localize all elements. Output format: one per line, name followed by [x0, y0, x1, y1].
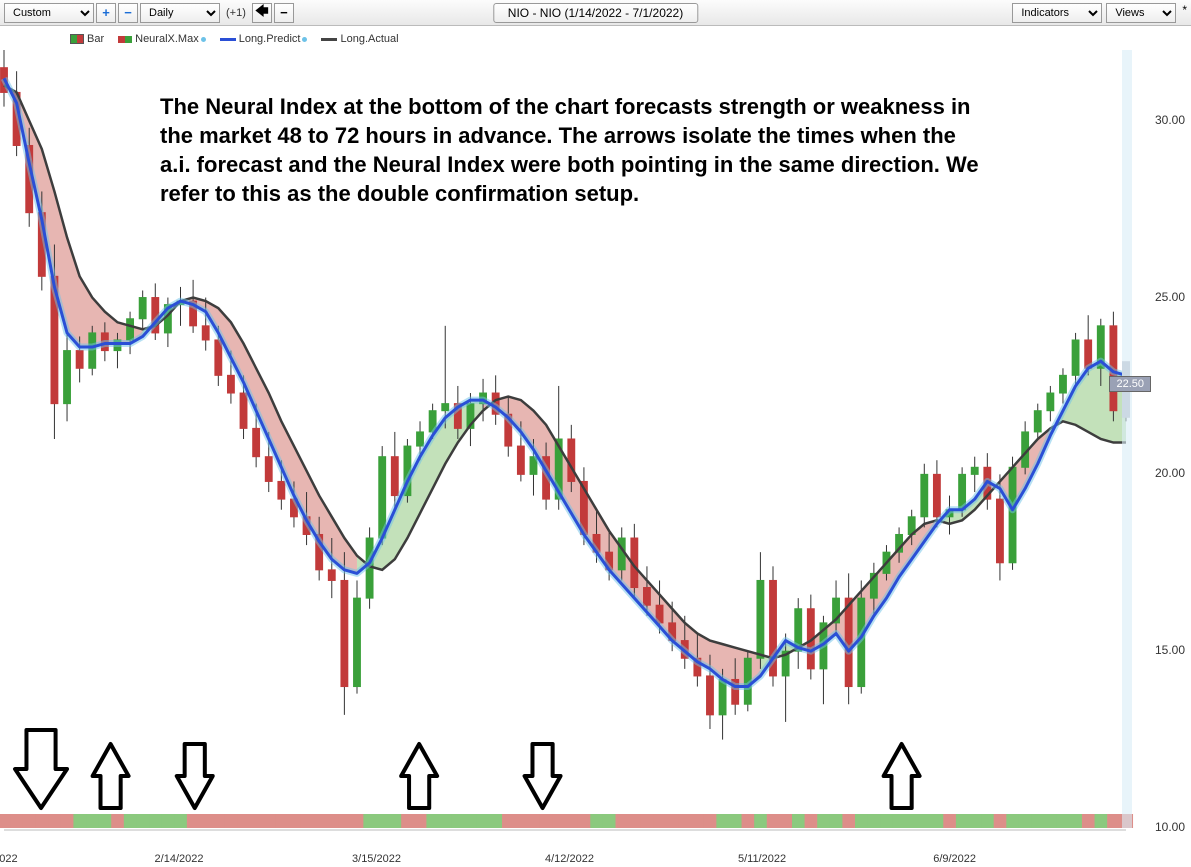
y-tick-label: 20.00	[1155, 466, 1185, 480]
chart-title-text: NIO - NIO (1/14/2022 - 7/1/2022)	[508, 6, 683, 20]
indicators-select[interactable]: Indicators	[1012, 3, 1102, 23]
views-select[interactable]: Views	[1106, 3, 1176, 23]
x-tick-label: 3/15/2022	[352, 853, 401, 865]
layout-select[interactable]: Custom	[4, 3, 94, 23]
annotation-text: The Neural Index at the bottom of the ch…	[160, 92, 980, 208]
remove-button[interactable]: −	[118, 3, 138, 23]
interval-offset: (+1)	[222, 7, 250, 19]
price-tag: 22.50	[1109, 376, 1151, 392]
y-tick-label: 30.00	[1155, 113, 1185, 127]
y-tick-label: 25.00	[1155, 290, 1185, 304]
toolbar: Custom + − Daily (+1) 🡄 − NIO - NIO (1/1…	[0, 0, 1191, 26]
add-button[interactable]: +	[96, 3, 116, 23]
x-tick-label: 6/9/2022	[933, 853, 976, 865]
chart-area: The Neural Index at the bottom of the ch…	[0, 30, 1191, 867]
step-fwd-button[interactable]: −	[274, 3, 294, 23]
x-tick-label: 5/11/2022	[738, 853, 786, 865]
chart-title: NIO - NIO (1/14/2022 - 7/1/2022)	[493, 3, 698, 23]
y-tick-label: 15.00	[1155, 643, 1185, 657]
x-tick-label: 4/12/2022	[545, 853, 594, 865]
star-icon[interactable]: *	[1180, 3, 1187, 23]
x-tick-label: 4/2022	[0, 853, 18, 865]
step-back-button[interactable]: 🡄	[252, 3, 272, 23]
interval-select[interactable]: Daily	[140, 3, 220, 23]
y-tick-label: 10.00	[1155, 820, 1185, 834]
x-tick-label: 2/14/2022	[155, 853, 204, 865]
